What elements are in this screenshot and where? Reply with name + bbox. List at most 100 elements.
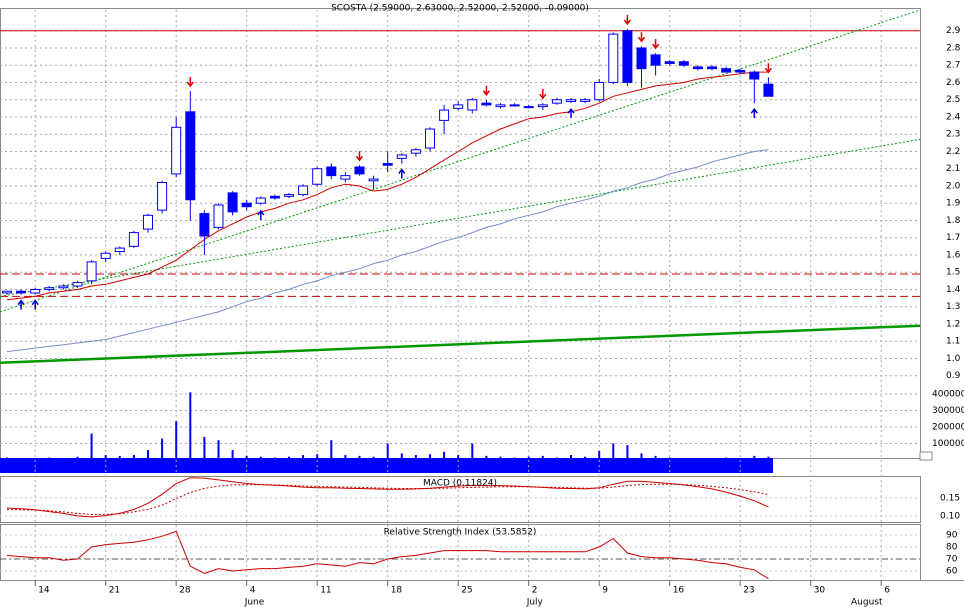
candle-body [566, 99, 576, 102]
sell-arrow [652, 39, 660, 50]
y-tick-label: 2.4 [946, 112, 961, 122]
y-tick-label: 1.0 [946, 354, 961, 364]
volume-bar [598, 450, 601, 460]
x-tick-label: 16 [673, 586, 685, 596]
volume-bar [668, 457, 671, 460]
volume-bar [76, 456, 79, 460]
x-tick-label: 25 [461, 586, 472, 596]
x-tick-label: 21 [109, 586, 120, 596]
volume-bar [612, 443, 615, 460]
candle-body [707, 66, 717, 70]
candle-body [171, 126, 182, 175]
candle-body [16, 290, 27, 294]
volume-bar [34, 458, 37, 460]
volume-tick-label: 300000 [932, 406, 964, 416]
candle-body [410, 149, 421, 154]
volume-bar [654, 455, 657, 460]
chart-title: SCOSTA (2.59000, 2.63000, 2.52000, 2.520… [331, 4, 589, 14]
y-tick-label: 2.2 [946, 147, 960, 157]
volume-bar [372, 456, 375, 460]
candle-body [382, 163, 393, 166]
volume-bar [386, 443, 389, 460]
candle-body [636, 47, 647, 70]
macd-panel [0, 476, 921, 523]
volume-bar [739, 458, 742, 460]
volume-bar [330, 440, 333, 460]
trendline [0, 138, 921, 297]
candle-body [58, 285, 69, 289]
y-tick-label: 2.6 [946, 78, 961, 88]
volume-bar [414, 455, 417, 460]
volume-bar [288, 456, 290, 460]
candle-body [537, 104, 548, 108]
candle-body [185, 111, 196, 201]
sell-arrow [764, 63, 772, 74]
candle-body [128, 232, 139, 247]
candle-body [425, 128, 435, 149]
volume-bar [429, 454, 431, 460]
y-tick-label: 1.7 [946, 233, 960, 243]
volume-bar [471, 443, 474, 460]
volume-strip [0, 458, 773, 473]
volume-bar [302, 455, 305, 460]
candle-body [157, 182, 168, 211]
volume-bar [443, 451, 446, 460]
candle-body [721, 68, 732, 73]
volume-bar [767, 456, 770, 460]
buy-arrow [31, 299, 39, 310]
candle-body [86, 261, 97, 282]
x-tick-label: 2 [532, 586, 538, 596]
y-tick-label: 1.9 [946, 199, 961, 209]
volume-bar [457, 455, 460, 460]
volume-bar [711, 458, 713, 460]
volume-bar [696, 458, 699, 460]
y-tick-label: 1.3 [946, 302, 960, 312]
volume-bar [640, 453, 643, 460]
candle-body [312, 168, 323, 185]
trendline [0, 324, 921, 365]
volume-bar [527, 456, 530, 460]
candle-body [580, 99, 591, 102]
buy-arrow [750, 107, 758, 119]
x-tick-label: 23 [743, 586, 754, 596]
volume-bar [485, 455, 488, 460]
candle-body [2, 290, 12, 294]
candle-body [241, 202, 252, 208]
candle-body [368, 178, 379, 182]
y-tick-label: 2.0 [946, 181, 961, 191]
candle-body [594, 81, 605, 101]
candle-body [143, 214, 153, 230]
volume-bar [132, 455, 135, 460]
sell-arrow [482, 85, 490, 96]
candle-body [551, 99, 562, 104]
candle-body [622, 30, 633, 83]
candle-body [467, 99, 478, 111]
candle-body [509, 104, 520, 107]
volume-bar [20, 458, 23, 460]
y-tick-label: 1.4 [946, 285, 961, 295]
macd-label: MACD (0.11824) [423, 479, 497, 489]
candle-body [481, 102, 492, 106]
y-tick-label: 2.1 [946, 164, 960, 174]
x-tick-label: 30 [814, 586, 826, 596]
y-tick-label: 1.2 [946, 319, 960, 329]
volume-bar [358, 455, 361, 460]
volume-bar [62, 458, 65, 460]
rsi-tick-label: 70 [946, 554, 958, 564]
buy-arrow [17, 299, 25, 310]
y-tick-label: 2.7 [946, 61, 960, 71]
moving-average [6, 71, 769, 301]
trendline [0, 9, 921, 313]
sell-arrow [355, 151, 364, 162]
x-tick-label: 18 [391, 586, 403, 596]
x-tick-label: 4 [250, 586, 256, 596]
y-tick-label: 1.8 [946, 216, 961, 226]
volume-tick-label: 200000 [932, 423, 964, 433]
sell-arrow [637, 32, 646, 43]
rsi-label: Relative Strength Index (53.5852) [384, 528, 537, 538]
month-label: August [851, 598, 883, 607]
buy-arrow [567, 107, 575, 119]
volume-bar [753, 455, 756, 460]
